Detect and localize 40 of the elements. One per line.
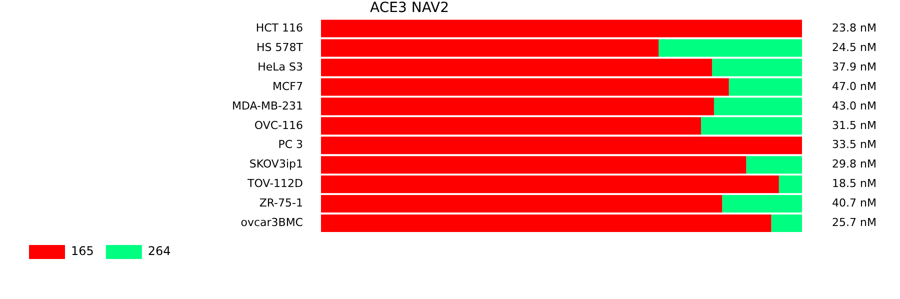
y-tick-label: PC 3	[278, 138, 303, 152]
legend-label: 165	[71, 244, 94, 258]
bar	[321, 117, 701, 135]
bar	[321, 195, 722, 213]
bar	[771, 214, 802, 232]
bar	[321, 214, 772, 232]
text: 24.5 nM	[832, 40, 876, 54]
text: 47.0 nM	[832, 80, 876, 93]
text: 29.8 nM	[832, 158, 876, 171]
text: 33.5 nM	[832, 138, 876, 152]
bar	[714, 98, 802, 116]
y-tick-label: ovcar3BMC	[240, 216, 304, 230]
text: 37.9 nM	[832, 60, 876, 74]
bar	[321, 98, 714, 116]
y-tick-label: OVC-116	[254, 118, 303, 132]
text: 25.7 nM	[832, 216, 876, 230]
y-tick-label: TOV-112D	[246, 177, 303, 190]
y-tick-label: ZR-75-1	[259, 196, 303, 210]
text: 31.5 nM	[832, 118, 876, 132]
bar	[746, 156, 802, 174]
bar	[321, 156, 746, 174]
bar	[722, 195, 802, 213]
text: 18.5 nM	[832, 177, 876, 190]
legend-label: 264	[148, 244, 171, 258]
y-tick-label: HCT 116	[256, 21, 303, 34]
bar	[700, 117, 802, 135]
y-tick-label: HeLa S3	[258, 60, 303, 74]
chart-title: ACE3 NAV2	[370, 0, 449, 16]
text: 43.0 nM	[832, 99, 876, 112]
bar	[321, 136, 802, 154]
y-tick-label: MDA-MB-231	[232, 99, 303, 112]
y-tick-label: HS 578T	[256, 40, 304, 54]
y-tick-label: SKOV3ip1	[249, 158, 303, 171]
bar	[728, 78, 802, 96]
y-tick-label: MCF7	[272, 80, 303, 93]
bar	[778, 176, 802, 194]
bar	[321, 78, 729, 96]
text: 23.8 nM	[832, 21, 876, 34]
text: 40.7 nM	[832, 196, 876, 210]
bar	[321, 176, 779, 194]
